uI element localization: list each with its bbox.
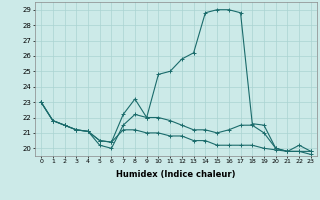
X-axis label: Humidex (Indice chaleur): Humidex (Indice chaleur) bbox=[116, 170, 236, 179]
